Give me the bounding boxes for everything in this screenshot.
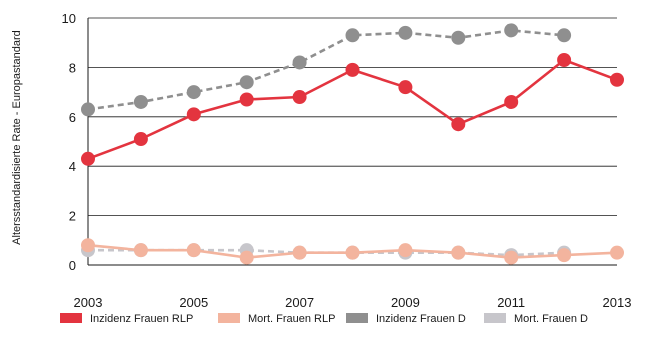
series-group: [81, 23, 624, 265]
data-point: [81, 238, 95, 253]
y-axis-label: Altersstandardisierte Rate - Europastand…: [11, 30, 23, 245]
x-tick-label: 2013: [603, 295, 632, 310]
x-tick-label: 2003: [74, 295, 103, 310]
data-point: [292, 90, 307, 105]
legend-swatch: [346, 313, 368, 323]
x-tick-label: 2009: [391, 295, 420, 310]
data-point: [133, 132, 148, 147]
data-point: [186, 85, 201, 100]
data-point: [186, 107, 201, 122]
series-line: [87, 29, 565, 111]
y-tick-label: 8: [69, 60, 76, 75]
data-point: [239, 250, 254, 265]
data-point: [239, 92, 254, 107]
y-tick-label: 4: [69, 159, 76, 174]
y-tick-labels: 0 2 4 6 8 10: [62, 11, 76, 273]
data-point: [133, 94, 148, 109]
data-point: [398, 25, 413, 40]
legend-swatch: [60, 313, 82, 323]
y-tick-label: 0: [69, 258, 76, 273]
y-tick-label: 6: [69, 110, 76, 125]
data-point: [451, 117, 466, 132]
series-inzidenz-frauen-d: [81, 23, 572, 117]
legend-swatch: [218, 313, 240, 323]
data-point: [610, 245, 624, 260]
legend-label: Inzidenz Frauen RLP: [90, 313, 193, 325]
x-tick-label: 2005: [179, 295, 208, 310]
data-point: [345, 28, 360, 43]
y-tick-label: 2: [69, 209, 76, 224]
legend-swatch: [484, 313, 506, 323]
legend-label: Mort. Frauen D: [514, 313, 588, 325]
data-point: [557, 248, 572, 263]
y-tick-label: 10: [62, 11, 76, 26]
series-inzidenz-frauen-rlp: [81, 52, 624, 166]
data-point: [292, 55, 307, 70]
grid-lines: [88, 17, 617, 217]
data-point: [81, 102, 95, 117]
data-point: [239, 75, 254, 90]
x-tick-labels: 2003 2005 2007 2009 2011 2013: [74, 295, 632, 310]
data-point: [398, 80, 413, 95]
legend-label: Mort. Frauen RLP: [248, 313, 335, 325]
data-point: [345, 245, 360, 260]
x-tick-label: 2011: [497, 295, 525, 310]
data-point: [292, 245, 307, 260]
data-point: [504, 94, 519, 109]
data-point: [81, 151, 95, 166]
data-point: [451, 245, 466, 260]
data-point: [610, 72, 624, 87]
legend-label: Inzidenz Frauen D: [376, 313, 466, 325]
data-point: [504, 23, 519, 38]
data-point: [557, 52, 572, 67]
data-point: [345, 62, 360, 77]
data-point: [133, 243, 148, 258]
legend: Inzidenz Frauen RLP Mort. Frauen RLP Inzid…: [60, 313, 588, 325]
series-mort-frauen-rlp: [81, 238, 624, 265]
data-point: [451, 30, 466, 45]
data-point: [398, 243, 413, 258]
x-tick-label: 2007: [285, 295, 314, 310]
data-point: [186, 243, 201, 258]
data-point: [504, 250, 519, 265]
data-point: [557, 28, 572, 43]
